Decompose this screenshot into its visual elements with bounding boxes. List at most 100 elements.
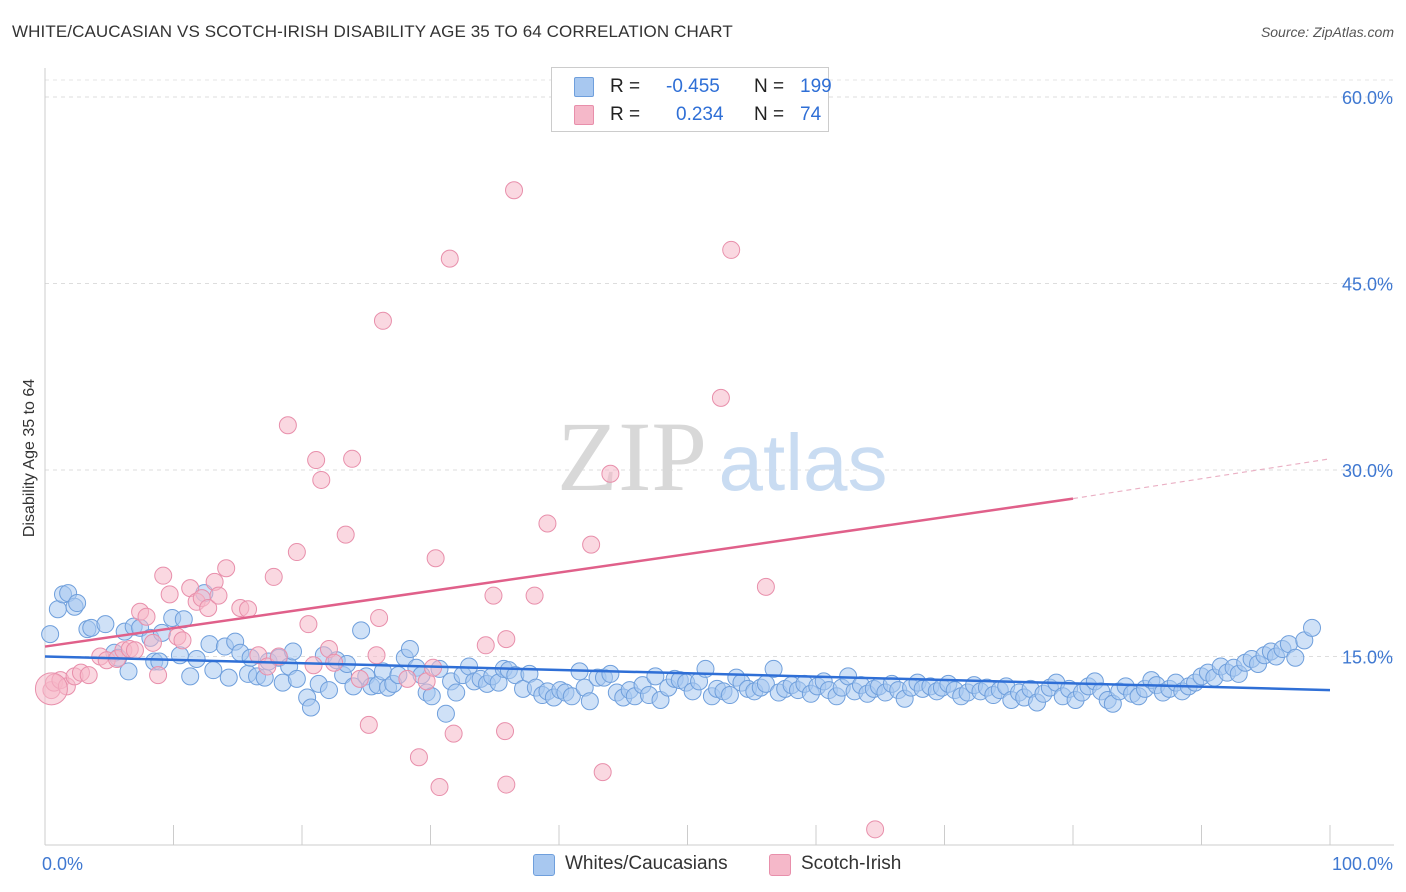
data-point [204, 661, 223, 680]
data-point [143, 633, 162, 652]
data-point [538, 514, 557, 533]
r-value: -0.455 [666, 76, 720, 97]
data-point [400, 640, 419, 659]
y-tick-label: 45.0% [1342, 275, 1393, 295]
data-point [476, 636, 495, 655]
data-point [336, 525, 355, 544]
data-point [350, 669, 369, 688]
data-point [866, 820, 885, 839]
data-point [209, 586, 228, 605]
data-point [722, 240, 741, 259]
n-label: N = [754, 104, 785, 125]
watermark-zip: ZIP [557, 401, 707, 512]
data-point [154, 566, 173, 585]
data-point [352, 621, 371, 640]
data-point [430, 778, 449, 797]
n-value: 199 [800, 76, 832, 97]
grid-lines [45, 79, 1394, 657]
data-point [160, 585, 179, 604]
data-point [137, 607, 156, 626]
data-point [409, 748, 428, 767]
scotch-irish-legend-swatch [769, 854, 791, 876]
r-value: 0.234 [676, 104, 724, 125]
data-point [601, 464, 620, 483]
y-tick-label: 60.0% [1342, 88, 1393, 108]
x-tick-label: 0.0% [42, 854, 83, 874]
data-point [119, 662, 138, 681]
data-point [343, 449, 362, 468]
data-point [422, 687, 441, 706]
data-point [301, 698, 320, 717]
n-label: N = [754, 76, 785, 97]
series-scotch-irish [42, 181, 885, 839]
data-point [304, 656, 323, 675]
x-tick-label: 100.0% [1332, 854, 1393, 874]
data-point [287, 669, 306, 688]
axes [44, 68, 1394, 846]
data-point [125, 641, 144, 660]
data-point [562, 687, 581, 706]
data-point [601, 664, 620, 683]
r-label: R = [610, 76, 641, 97]
data-point [497, 630, 516, 649]
data-point [278, 416, 297, 435]
data-point [720, 686, 739, 705]
data-point [48, 600, 67, 619]
data-point [367, 646, 386, 665]
data-point [319, 681, 338, 700]
data-points [34, 181, 1322, 839]
r-label: R = [610, 104, 641, 125]
series-whites-caucasians [41, 584, 1322, 723]
data-point [398, 669, 417, 688]
data-point [264, 567, 283, 586]
data-point [440, 249, 459, 268]
watermark: ZIP atlas [557, 401, 887, 512]
data-point [149, 666, 168, 685]
watermark-atlas: atlas [719, 418, 888, 507]
data-point [96, 615, 115, 634]
data-point [359, 715, 378, 734]
data-point [217, 559, 236, 578]
data-point [764, 659, 783, 678]
data-point [307, 451, 326, 470]
data-point [426, 549, 445, 568]
data-point [756, 577, 775, 596]
data-point [1303, 618, 1322, 637]
data-point-cluster [34, 672, 68, 706]
whites-legend-label: Whites/Caucasians [565, 853, 728, 874]
trend-line [44, 655, 1331, 692]
data-point [41, 625, 60, 644]
y-tick-label: 30.0% [1342, 461, 1393, 481]
data-point [582, 535, 601, 554]
data-point [593, 763, 612, 782]
data-point [496, 722, 515, 741]
data-point [200, 635, 219, 654]
data-point [79, 666, 98, 685]
data-point [505, 181, 524, 200]
data-point [444, 724, 463, 743]
scotch-irish-swatch [574, 105, 594, 125]
whites-legend-swatch [533, 854, 555, 876]
data-point [68, 594, 87, 613]
data-point [580, 692, 599, 711]
n-value: 74 [800, 104, 822, 125]
data-point [711, 388, 730, 407]
data-point [287, 543, 306, 562]
trend-line-extension [1072, 458, 1331, 500]
data-point [299, 615, 318, 634]
data-point [1286, 648, 1305, 667]
data-point [312, 470, 331, 489]
data-point [269, 647, 288, 666]
data-point [373, 311, 392, 330]
trend-line [44, 497, 1074, 648]
stats-legend: R = -0.455 N = 199 R = 0.234 N = 74 [551, 67, 832, 132]
data-point [370, 608, 389, 627]
data-point [484, 586, 503, 605]
y-tick-label: 15.0% [1342, 648, 1393, 668]
scotch-irish-legend-label: Scotch-Irish [801, 853, 902, 874]
data-point [173, 631, 192, 650]
data-point [447, 683, 466, 702]
data-point [219, 668, 238, 687]
data-point [239, 600, 258, 619]
trend-lines [44, 458, 1331, 692]
